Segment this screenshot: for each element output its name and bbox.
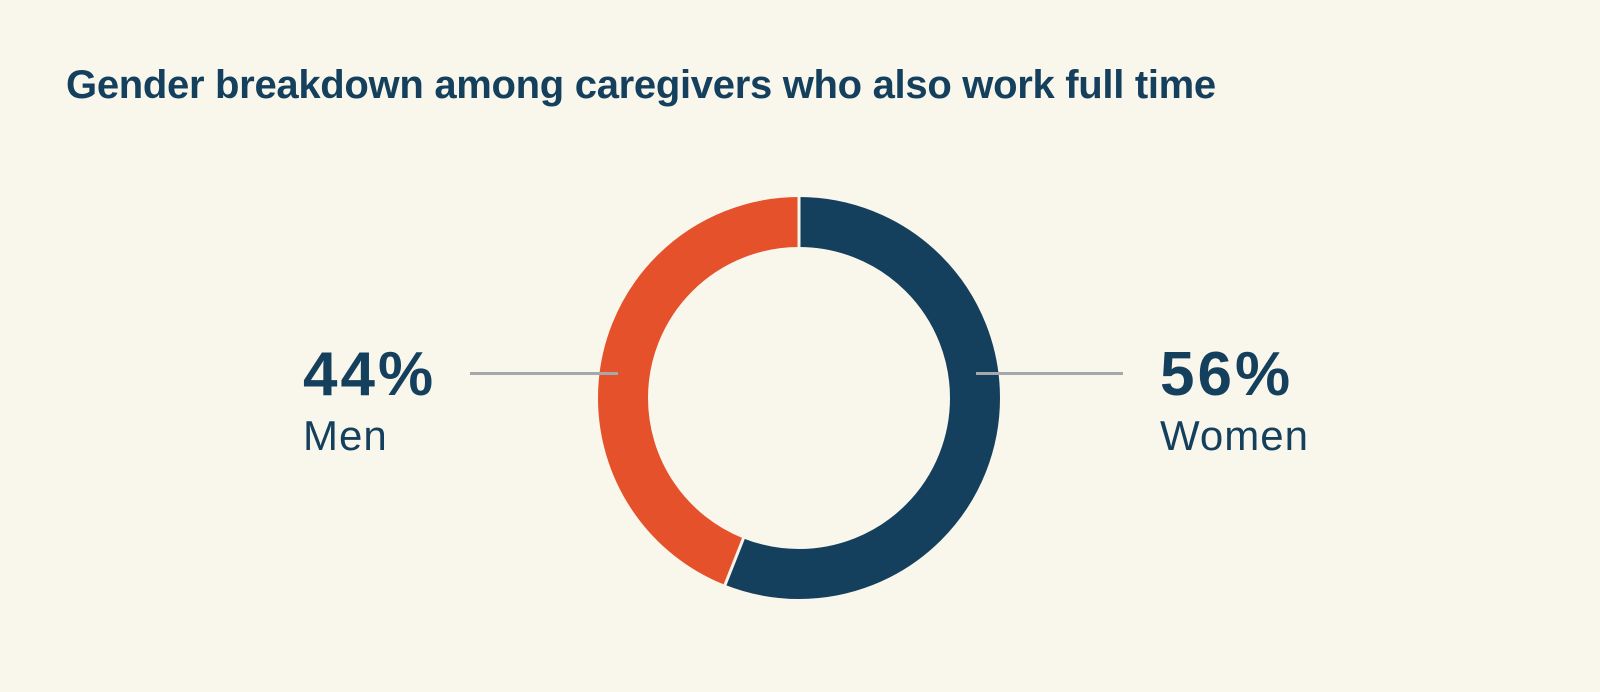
- men-connector-line: [470, 372, 618, 375]
- men-label: Men: [303, 412, 388, 460]
- women-connector-line: [976, 372, 1123, 375]
- women-percentage: 56%: [1160, 340, 1294, 409]
- segment-separator-lines: [722, 197, 801, 589]
- women-callout: 56% Women: [1160, 340, 1309, 460]
- donut-chart: [598, 197, 1000, 599]
- chart-title: Gender breakdown among caregivers who al…: [66, 63, 1216, 107]
- men-callout: 44% Men: [303, 340, 437, 460]
- men-percentage: 44%: [303, 340, 437, 409]
- segment-separator: [722, 535, 746, 589]
- women-label: Women: [1160, 412, 1309, 460]
